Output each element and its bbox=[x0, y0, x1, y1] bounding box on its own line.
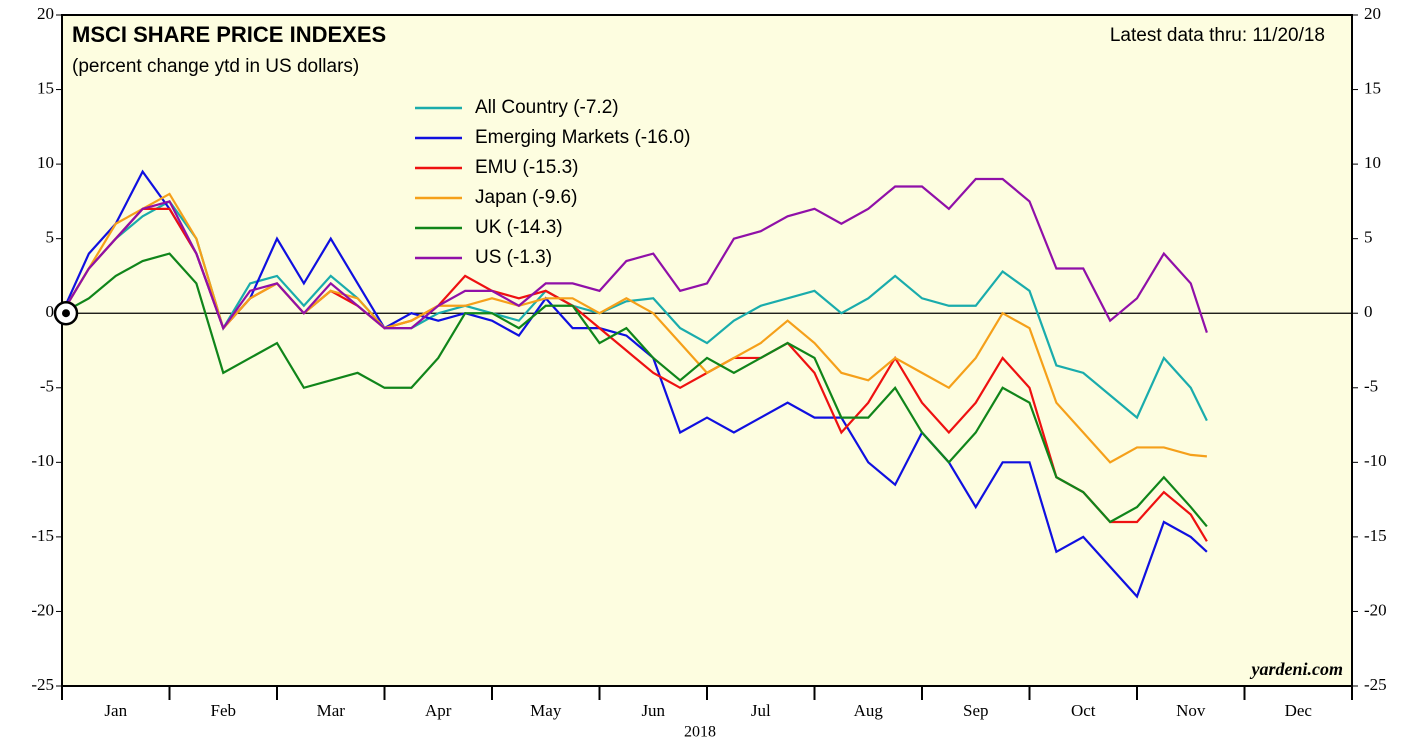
source: yardeni.com bbox=[1250, 659, 1344, 679]
x-tick-label: Feb bbox=[211, 701, 237, 720]
x-tick-label: Apr bbox=[425, 701, 452, 720]
y-tick-label: 10 bbox=[37, 153, 54, 172]
y2-tick-label: -25 bbox=[1364, 675, 1387, 694]
legend-label: US (-1.3) bbox=[475, 247, 552, 268]
plot-area bbox=[61, 14, 1353, 687]
annotation: Latest data thru: 11/20/18 bbox=[1110, 25, 1325, 46]
y2-tick-label: -20 bbox=[1364, 600, 1387, 619]
y2-tick-label: -10 bbox=[1364, 451, 1387, 470]
y2-tick-label: 20 bbox=[1364, 4, 1381, 23]
series-line bbox=[60, 169, 1208, 599]
y2-tick-label: 15 bbox=[1364, 78, 1381, 97]
series-line bbox=[61, 177, 1208, 333]
y-tick-label: -5 bbox=[40, 377, 54, 396]
x-tick-label: Jul bbox=[751, 701, 771, 720]
y2-tick-label: 0 bbox=[1364, 302, 1373, 321]
chart-title: MSCI SHARE PRICE INDEXES bbox=[72, 22, 386, 47]
y2-tick-label: 10 bbox=[1364, 153, 1381, 172]
legend-label: Emerging Markets (-16.0) bbox=[475, 127, 690, 148]
chart-subtitle: (percent change ytd in US dollars) bbox=[72, 56, 359, 77]
x-tick-label: Mar bbox=[317, 701, 346, 720]
y-tick-label: 20 bbox=[37, 4, 54, 23]
y-tick-label: 15 bbox=[37, 78, 54, 97]
x-tick-label: Jun bbox=[641, 701, 665, 720]
y-tick-label: -10 bbox=[31, 451, 54, 470]
x-tick-label: Jan bbox=[104, 701, 127, 720]
y2-tick-label: -5 bbox=[1364, 377, 1378, 396]
legend-label: Japan (-9.6) bbox=[475, 187, 577, 208]
y-tick-label: -15 bbox=[31, 526, 54, 545]
y-tick-label: -25 bbox=[31, 675, 54, 694]
x-axis-label: 2018 bbox=[684, 724, 716, 741]
series-line bbox=[61, 252, 1208, 528]
x-tick-label: Nov bbox=[1176, 701, 1206, 720]
y2-tick-label: 5 bbox=[1364, 228, 1373, 247]
legend-label: UK (-14.3) bbox=[475, 217, 563, 238]
series-line bbox=[61, 199, 1208, 422]
x-tick-label: Dec bbox=[1285, 701, 1313, 720]
legend-label: All Country (-7.2) bbox=[475, 97, 619, 118]
y-tick-label: 5 bbox=[46, 228, 55, 247]
y-tick-label: -20 bbox=[31, 600, 54, 619]
series-line bbox=[61, 192, 1207, 464]
x-tick-label: Oct bbox=[1071, 701, 1096, 720]
legend-label: EMU (-15.3) bbox=[475, 157, 578, 178]
x-tick-label: Sep bbox=[963, 701, 989, 720]
x-tick-label: May bbox=[530, 701, 562, 720]
y-tick-label: 0 bbox=[46, 302, 55, 321]
origin-dot bbox=[62, 309, 70, 318]
y2-tick-label: -15 bbox=[1364, 526, 1387, 545]
x-tick-label: Aug bbox=[854, 701, 884, 720]
